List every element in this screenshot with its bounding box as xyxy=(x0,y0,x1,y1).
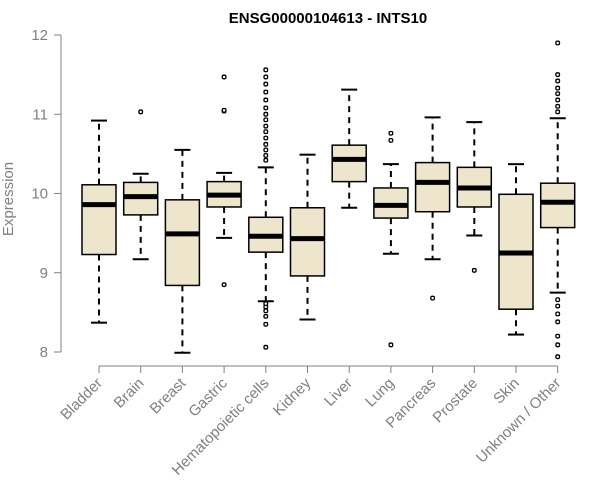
outlier-point xyxy=(430,295,436,301)
outlier-point xyxy=(221,74,227,80)
box-iqr xyxy=(331,144,367,183)
y-axis: 8 9 10 11 12 xyxy=(31,27,62,361)
chart-title: ENSG00000104613 - INTS10 xyxy=(229,10,427,27)
box-unknown-other xyxy=(539,40,576,360)
box-prostate xyxy=(456,121,493,273)
x-tick-label: Liver xyxy=(321,375,356,410)
box-iqr xyxy=(289,207,326,277)
outlier-point xyxy=(263,129,269,135)
box-bladder xyxy=(81,119,117,324)
y-tick-label: 9 xyxy=(40,265,48,282)
outlier-point xyxy=(555,354,561,360)
outlier-point xyxy=(555,311,561,317)
outlier-point xyxy=(555,303,561,309)
y-tick-label: 10 xyxy=(31,186,48,203)
y-tick-label: 8 xyxy=(40,344,48,361)
outlier-point xyxy=(263,321,269,327)
x-tick-label: Kidney xyxy=(270,374,315,419)
outlier-point xyxy=(555,103,561,109)
x-tick-label: Skin xyxy=(490,375,523,408)
y-tick-label: 12 xyxy=(31,27,48,44)
outlier-point xyxy=(263,157,269,163)
outlier-point xyxy=(221,107,227,113)
x-tick-label: Lung xyxy=(362,375,398,411)
outlier-point xyxy=(555,342,561,348)
box-pancreas xyxy=(414,116,451,301)
outlier-point xyxy=(388,342,394,348)
outlier-point xyxy=(263,97,269,103)
outlier-point xyxy=(555,333,561,339)
outlier-point xyxy=(138,109,144,115)
outlier-point xyxy=(555,72,561,78)
outlier-point xyxy=(263,153,269,158)
outlier-point xyxy=(471,267,477,273)
outlier-point xyxy=(555,78,561,84)
box-iqr xyxy=(81,184,117,256)
plot-area xyxy=(81,40,576,360)
box-iqr xyxy=(414,161,451,213)
x-tick-label: Brain xyxy=(111,375,148,412)
box-hematopoietic-cells xyxy=(248,67,284,350)
x-tick-label: Breast xyxy=(147,374,190,417)
outlier-point xyxy=(263,81,269,87)
outlier-point xyxy=(263,67,269,73)
outlier-point xyxy=(555,91,561,97)
outlier-point xyxy=(263,313,269,319)
box-iqr xyxy=(539,182,576,229)
outlier-point xyxy=(555,319,561,325)
box-breast xyxy=(164,148,201,354)
box-lung xyxy=(373,130,409,348)
outlier-point xyxy=(263,301,269,307)
outlier-point xyxy=(263,344,269,350)
box-liver xyxy=(331,88,367,209)
outlier-point xyxy=(221,282,227,288)
outlier-point xyxy=(263,111,269,117)
outlier-point xyxy=(388,137,394,143)
box-iqr xyxy=(164,199,201,287)
outlier-point xyxy=(263,117,269,123)
outlier-point xyxy=(555,297,561,303)
outlier-point xyxy=(263,135,269,141)
box-brain xyxy=(122,109,159,261)
box-kidney xyxy=(289,153,326,321)
outlier-point xyxy=(555,40,561,46)
box-skin xyxy=(498,163,534,336)
outlier-point xyxy=(555,97,561,103)
x-tick-label: Prostate xyxy=(430,375,482,427)
outlier-point xyxy=(263,89,269,95)
outlier-point xyxy=(555,85,561,91)
outlier-point xyxy=(263,123,269,129)
outlier-point xyxy=(388,130,394,136)
box-gastric xyxy=(206,74,242,288)
x-tick-label: Bladder xyxy=(57,375,106,424)
y-axis-label: Expression xyxy=(0,162,17,236)
outlier-point xyxy=(263,147,269,153)
y-tick-label: 11 xyxy=(32,106,48,123)
outlier-point xyxy=(263,308,269,314)
outlier-point xyxy=(263,141,269,147)
outlier-point xyxy=(555,109,561,115)
outlier-point xyxy=(263,74,269,80)
outlier-point xyxy=(263,105,269,111)
